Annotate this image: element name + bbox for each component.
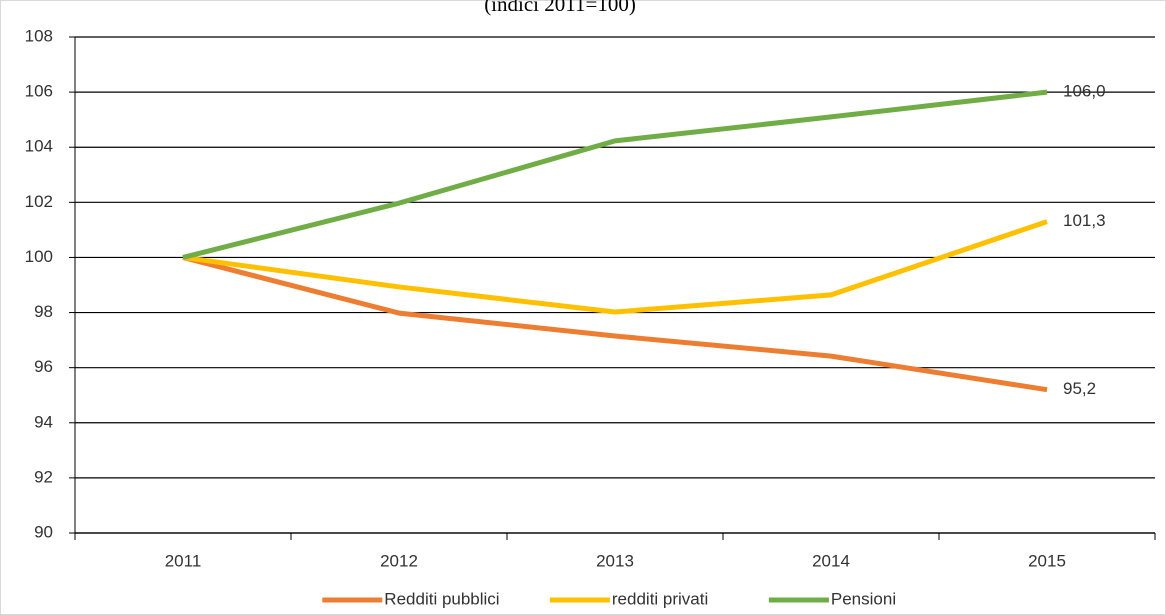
legend-label: redditi privati [612,589,708,608]
y-tick-label: 106 [25,82,53,101]
x-tick-label: 2013 [596,551,634,570]
y-tick-label: 102 [25,192,53,211]
data-label: 101,3 [1063,211,1106,230]
legend-label: Pensioni [831,589,896,608]
series-line [182,255,1048,393]
y-tick-label: 96 [34,357,53,376]
x-tick-label: 2011 [165,551,202,570]
x-tick-label: 2015 [1028,551,1066,570]
y-tick-label: 94 [34,412,53,431]
series-line [182,219,1048,315]
x-tick-label: 2014 [812,551,850,570]
y-tick-label: 108 [25,26,53,45]
chart-title: (indici 2011=100) [484,0,636,16]
y-tick-label: 104 [25,137,53,156]
x-tick-label: 2012 [380,551,418,570]
y-tick-label: 92 [34,467,53,486]
y-tick-label: 98 [34,302,53,321]
legend-label: Redditi pubblici [384,589,499,608]
y-tick-label: 100 [25,247,53,266]
series-line [182,89,1048,260]
y-tick-label: 90 [34,522,53,541]
data-label: 95,2 [1063,379,1096,398]
data-label: 106,0 [1063,82,1106,101]
